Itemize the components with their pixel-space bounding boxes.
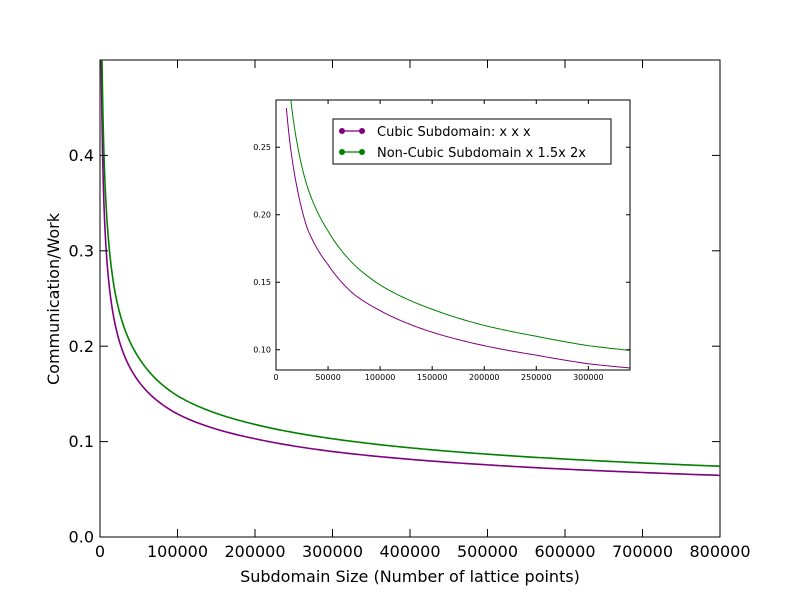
main-xtick-label: 700000 — [612, 542, 673, 561]
main-ytick-label: 0.1 — [69, 432, 94, 451]
main-xtick-label: 400000 — [379, 542, 440, 561]
inset-xtick-label: 100000 — [365, 373, 396, 382]
inset-series-line-1 — [290, 100, 630, 351]
main-series-line-0 — [100, 60, 720, 477]
inset-ytick-label: 0.10 — [253, 346, 271, 355]
main-ytick-label: 0.0 — [69, 528, 94, 547]
inset-ytick-label: 0.25 — [253, 143, 271, 152]
main-xtick-label: 300000 — [302, 542, 363, 561]
legend-label-noncubic: Non-Cubic Subdomain x 1.5x 2x — [377, 146, 586, 161]
legend-marker-cubic-left — [339, 128, 345, 134]
main-ytick-label: 0.2 — [69, 337, 94, 356]
main-xtick-label: 100000 — [147, 542, 208, 561]
main-xtick-label: 800000 — [689, 542, 750, 561]
inset-legend: Cubic Subdomain: x x x Non-Cubic Subdoma… — [332, 118, 612, 165]
main-series-line-1 — [101, 60, 720, 468]
legend-marker-noncubic-left — [339, 149, 345, 155]
legend-entry-noncubic: Non-Cubic Subdomain x 1.5x 2x — [339, 146, 586, 161]
main-xtick-label: 200000 — [224, 542, 285, 561]
legend-entry-cubic: Cubic Subdomain: x x x — [339, 125, 531, 140]
main-ytick-label: 0.3 — [69, 241, 94, 260]
legend-marker-noncubic-right — [359, 149, 365, 155]
inset-plot: 0 50000 100000 150000 200000 250000 300000 0.1… — [253, 99, 631, 382]
inset-xtick-label: 0 — [273, 373, 278, 382]
inset-xtick-label: 300000 — [573, 373, 604, 382]
legend-label-cubic: Cubic Subdomain: x x x — [377, 125, 531, 140]
legend-marker-cubic-right — [359, 128, 365, 134]
x-axis-label: Subdomain Size (Number of lattice points… — [240, 567, 580, 586]
inset-ytick-label: 0.20 — [253, 211, 271, 220]
inset-xtick-label: 50000 — [315, 373, 340, 382]
main-xtick-label: 500000 — [457, 542, 518, 561]
main-xtick-label: 0 — [95, 542, 105, 561]
main-xtick-label: 600000 — [534, 542, 595, 561]
inset-series-line-0 — [285, 108, 630, 369]
main-ytick-label: 0.4 — [69, 146, 94, 165]
legend-box — [332, 118, 612, 165]
inset-xtick-label: 250000 — [521, 373, 552, 382]
inset-xtick-label: 150000 — [417, 373, 448, 382]
inset-xtick-label: 200000 — [469, 373, 500, 382]
inset-ytick-label: 0.15 — [253, 278, 271, 287]
y-axis-label: Communication/Work — [44, 212, 63, 385]
